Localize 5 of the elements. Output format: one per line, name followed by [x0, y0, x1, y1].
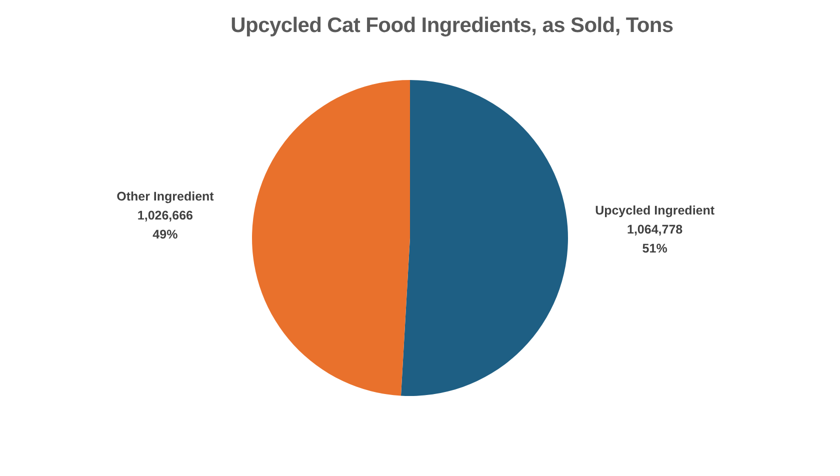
slice-label: Upcycled Ingredient — [595, 203, 716, 218]
chart-title: Upcycled Cat Food Ingredients, as Sold, Tons — [230, 14, 674, 38]
slice-label: Other Ingredient — [116, 189, 215, 204]
data-label: 1,064,778 51% — [626, 222, 683, 256]
data-label: 1,026,666 49% — [137, 208, 194, 242]
